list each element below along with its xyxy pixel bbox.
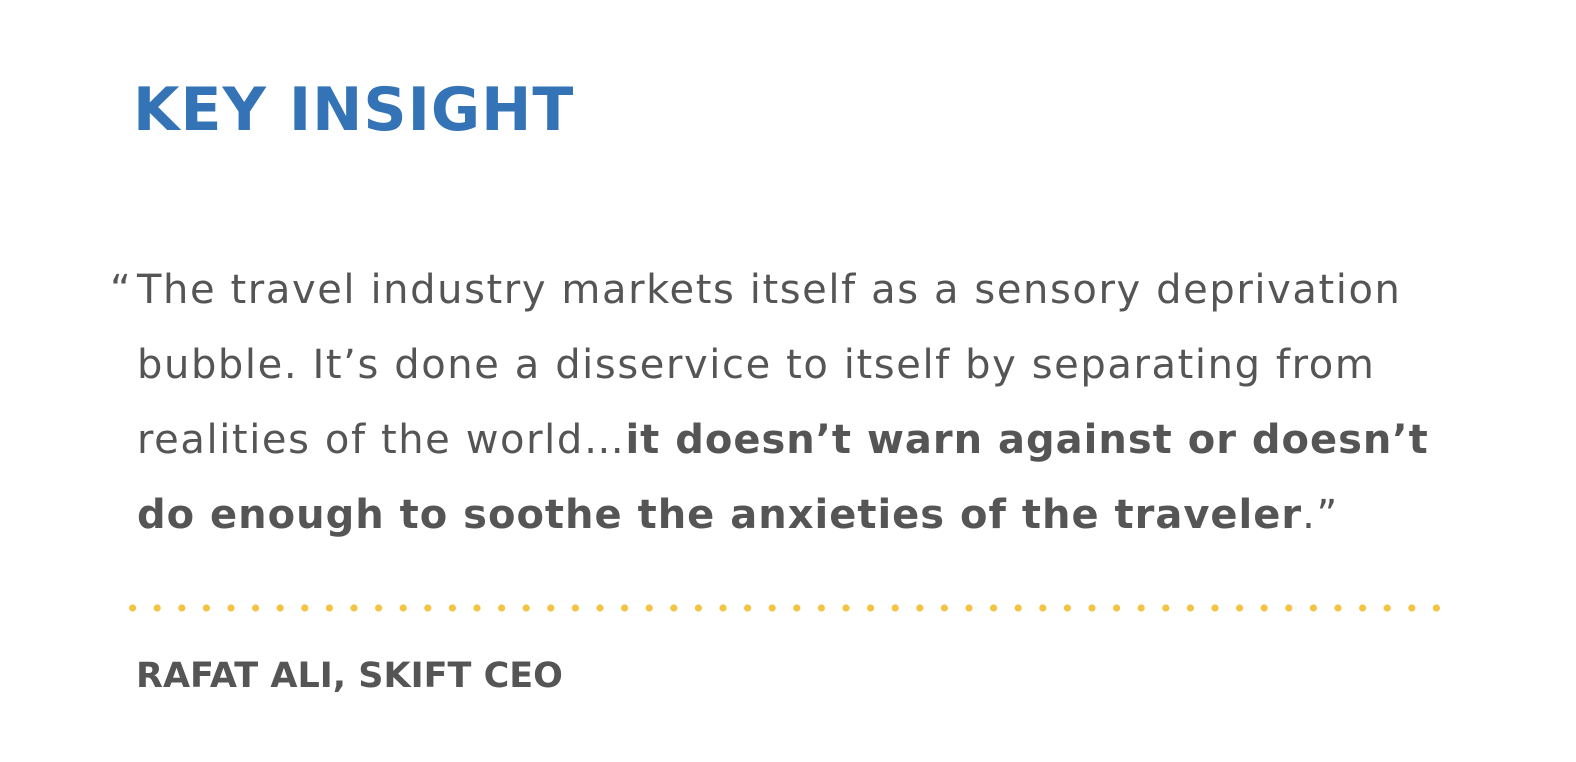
divider-dot [129,604,137,612]
divider-dot [842,604,850,612]
divider-dot [1088,604,1096,612]
divider-dot [1432,604,1440,612]
divider-dot [670,604,678,612]
divider-dot [498,604,506,612]
divider-dot [768,604,776,612]
divider-dot [645,604,653,612]
quote-block: “The travel industry markets itself as a… [110,253,1467,553]
divider-dot [301,604,309,612]
divider-dot [744,604,752,612]
divider-dot [1285,604,1293,612]
divider-dot [227,604,235,612]
divider-dot [325,604,333,612]
divider-dot [965,604,973,612]
divider-dot [473,604,481,612]
divider-dot [867,604,875,612]
divider-dot [153,604,161,612]
divider-dot [1063,604,1071,612]
divider-dot [1334,604,1342,612]
divider-dot [1186,604,1194,612]
open-quote-mark: “ [110,267,133,313]
section-heading: KEY INSIGHT [133,75,575,145]
quote-emphasis-text: it doesn’t warn against or doesn’t do en… [137,417,1429,538]
divider-dot [817,604,826,612]
dotted-divider-graphic [129,604,1440,612]
divider-dot [1260,604,1268,612]
divider-dot [1137,604,1145,612]
divider-dot [1408,604,1416,612]
divider-dot [1113,604,1121,612]
divider-dot [621,604,629,612]
divider-dot [940,604,949,612]
divider-dot [596,604,604,612]
divider-dot [276,604,284,612]
divider-dot [571,604,579,612]
divider-dot [694,604,703,612]
divider-dot [1014,604,1022,612]
quote-closing: .” [1302,492,1339,538]
dotted-divider [127,601,1461,615]
quote-plain-text: The travel industry markets itself as a … [137,267,1402,463]
divider-dot [1359,604,1367,612]
divider-dot [1236,604,1244,612]
divider-dot [1211,604,1219,612]
divider-dot [891,604,899,612]
divider-dot [522,604,530,612]
divider-dot [424,604,432,612]
divider-dot [990,604,998,612]
divider-dot [1039,604,1047,612]
divider-dot [252,604,260,612]
divider-dot [399,604,407,612]
divider-dot [719,604,727,612]
divider-dot [916,604,924,612]
divider-dot [448,604,456,612]
divider-dot [1162,604,1170,612]
divider-dot [547,604,555,612]
divider-dot [1309,604,1317,612]
divider-dot [1383,604,1391,612]
divider-dot [178,604,186,612]
divider-dot [350,604,358,612]
divider-dot [202,604,210,612]
divider-dot [793,604,801,612]
quote-attribution: RAFAT ALI, SKIFT CEO [136,656,563,696]
divider-dot [375,604,383,612]
